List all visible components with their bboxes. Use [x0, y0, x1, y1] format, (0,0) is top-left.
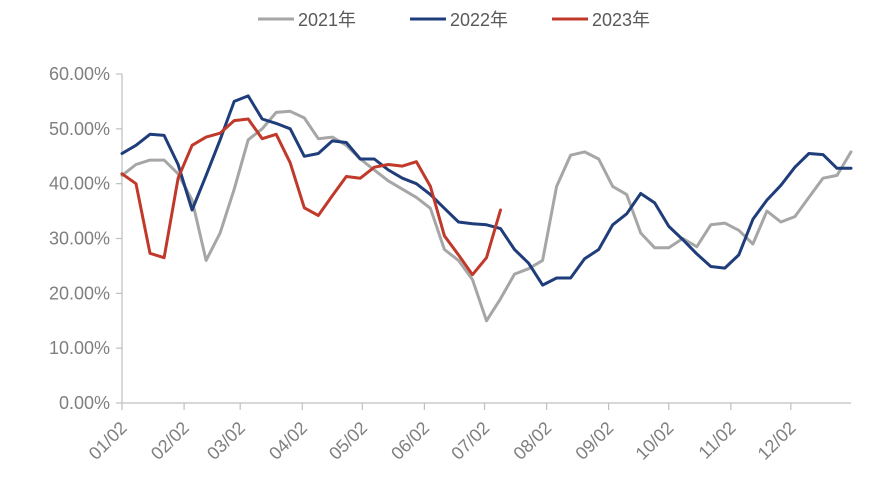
legend: 2021年 2022年 2023年 — [258, 10, 650, 30]
x-axis: 01/02 02/02 03/02 04/02 05/02 06/02 07/02 08/02… — [85, 402, 851, 464]
legend-label-2: 2023年 — [592, 10, 650, 30]
series-line-1 — [120, 94, 853, 287]
y-tick-label: 60.00% — [49, 64, 110, 84]
legend-label-0: 2021年 — [298, 10, 356, 30]
y-tick-label: 0.00% — [59, 393, 110, 413]
series-layer — [120, 94, 853, 323]
y-tick-label: 40.00% — [49, 174, 110, 194]
y-tick-label: 10.00% — [49, 338, 110, 358]
x-tick-label: 01/02 — [85, 418, 131, 464]
legend-label-1: 2022年 — [450, 10, 508, 30]
y-tick-label: 50.00% — [49, 119, 110, 139]
x-tick-label: 03/02 — [203, 418, 249, 464]
x-tick-label: 05/02 — [325, 418, 371, 464]
series-line-0 — [120, 109, 853, 323]
x-tick-label: 08/02 — [509, 418, 555, 464]
x-tick-label: 06/02 — [387, 418, 433, 464]
series-line-2 — [120, 117, 502, 277]
x-tick-label: 10/02 — [632, 418, 678, 464]
x-tick-label: 02/02 — [147, 418, 193, 464]
y-tick-label: 30.00% — [49, 229, 110, 249]
x-tick-label: 11/02 — [695, 418, 740, 463]
y-tick-label: 20.00% — [49, 283, 110, 303]
x-tick-label: 04/02 — [265, 418, 311, 464]
x-tick-label: 09/02 — [571, 418, 617, 464]
x-tick-label: 07/02 — [447, 418, 493, 464]
y-axis: 0.00% 10.00% 20.00% 30.00% 40.00% 50.00% 60.00… — [49, 64, 123, 413]
x-tick-label: 12/02 — [754, 418, 800, 464]
